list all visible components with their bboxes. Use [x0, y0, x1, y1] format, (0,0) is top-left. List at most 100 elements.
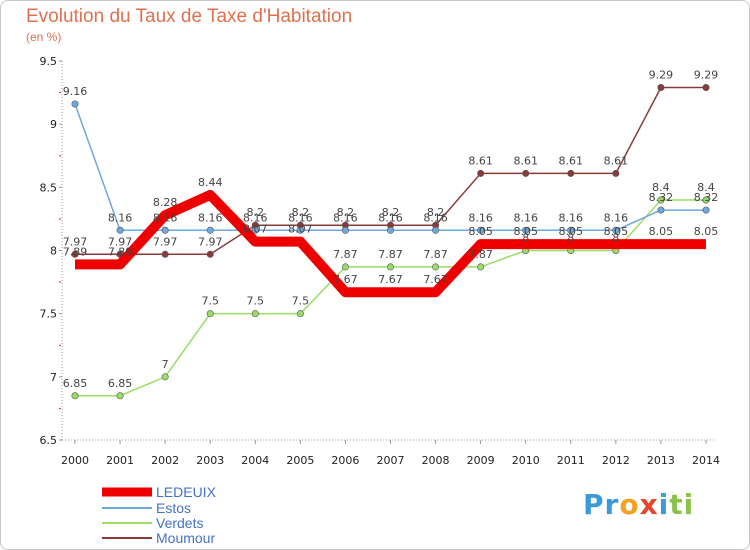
data-point	[567, 169, 575, 177]
logo-part-1: Pr	[583, 488, 620, 521]
data-point	[296, 226, 304, 234]
data-label: 8.28	[153, 196, 178, 209]
data-point	[206, 310, 214, 318]
data-point	[206, 250, 214, 258]
data-label: 8.16	[288, 211, 313, 224]
data-label: 8.16	[559, 211, 584, 224]
data-point	[161, 226, 169, 234]
data-label: 7.97	[153, 235, 178, 248]
data-point	[702, 196, 710, 204]
data-point	[432, 263, 440, 271]
data-point	[657, 206, 665, 214]
data-label: 8.2	[382, 206, 400, 219]
data-point	[206, 226, 214, 234]
data-label: 7.87	[468, 248, 493, 261]
x-tick-label: 2007	[377, 454, 405, 467]
data-point	[657, 84, 665, 92]
x-tick-label: 2009	[467, 454, 495, 467]
data-label: 7.67	[423, 273, 448, 286]
y-tick-label: 8	[50, 245, 57, 258]
data-point	[161, 373, 169, 381]
data-label: 8.2	[427, 206, 445, 219]
data-label: 8.4	[652, 181, 670, 194]
data-label: 8.05	[694, 225, 719, 238]
data-label: 8.32	[649, 191, 674, 204]
data-label: 8.61	[604, 154, 629, 167]
data-label: 8.05	[649, 225, 674, 238]
chart-subtitle: (en %)	[26, 30, 62, 44]
legend-label: Moumour	[156, 530, 215, 546]
data-point	[386, 263, 394, 271]
data-label: 7.87	[333, 248, 358, 261]
logo-part-3: x	[639, 488, 659, 521]
series-verdets	[71, 196, 710, 400]
data-point	[477, 169, 485, 177]
y-tick-label: 7.5	[40, 308, 58, 321]
chart-title: Evolution du Taux de Taxe d'Habitation	[26, 6, 353, 27]
data-label: 9.29	[694, 69, 719, 82]
series-estos	[71, 100, 710, 234]
data-point	[71, 250, 79, 258]
data-point	[477, 226, 485, 234]
y-tick-label: 8.5	[40, 181, 58, 194]
data-point	[612, 169, 620, 177]
data-label: 8.61	[559, 154, 584, 167]
data-label: 8.2	[292, 206, 310, 219]
data-label: 7.87	[378, 248, 403, 261]
data-label: 8.05	[513, 225, 538, 238]
x-tick-label: 2013	[647, 454, 675, 467]
data-label: 8.2	[337, 206, 355, 219]
data-label: 8.05	[468, 225, 493, 238]
x-tick-label: 2008	[422, 454, 450, 467]
series-ledeuix	[75, 189, 706, 298]
data-point	[71, 100, 79, 108]
data-label: 8.16	[108, 211, 133, 224]
data-label: 6.85	[63, 377, 88, 390]
data-label: 7.97	[108, 235, 133, 248]
data-point	[251, 310, 259, 318]
data-point	[432, 226, 440, 234]
legend-label: Verdets	[156, 515, 203, 531]
data-label: 7.97	[198, 235, 223, 248]
data-label: 8.61	[513, 154, 538, 167]
data-label: 7.5	[292, 295, 310, 308]
data-label: 7.67	[333, 273, 358, 286]
data-label: 9.29	[649, 69, 674, 82]
data-label: 8.2	[247, 206, 265, 219]
series-line-ledeuix	[75, 189, 706, 298]
data-point	[477, 263, 485, 271]
x-tick-label: 2010	[512, 454, 540, 467]
x-tick-label: 2011	[557, 454, 585, 467]
data-point	[116, 226, 124, 234]
data-label: 8.44	[198, 176, 223, 189]
data-point	[161, 250, 169, 258]
data-label: 8.05	[604, 225, 629, 238]
y-tick-label: 9	[50, 118, 57, 131]
data-label: 8	[612, 232, 619, 245]
logo-part-5: ti	[669, 488, 695, 521]
proxiti-logo: Proxiti	[583, 488, 694, 521]
data-point	[612, 226, 620, 234]
data-label: 8.16	[198, 211, 223, 224]
data-label: 6.85	[108, 377, 133, 390]
data-label: 8.16	[378, 211, 403, 224]
data-label: 7.97	[63, 235, 88, 248]
x-tick-label: 2001	[106, 454, 134, 467]
data-label: 8	[567, 232, 574, 245]
data-label: 8.07	[243, 223, 268, 236]
legend-label: LEDEUIX	[156, 484, 217, 500]
data-point	[567, 226, 575, 234]
legend-label: Estos	[156, 500, 191, 516]
data-label: 8.16	[604, 211, 629, 224]
data-label-layer: 7.89 7.898.288.448.07 8.077.67 7.67 7.678.05…	[63, 69, 719, 390]
data-point	[251, 226, 259, 234]
data-point	[522, 226, 530, 234]
y-tick-label: 9.5	[40, 55, 58, 68]
data-point	[116, 392, 124, 400]
data-label: 8.32	[694, 191, 719, 204]
data-label: 8.07	[288, 223, 313, 236]
data-label: 7.5	[247, 295, 265, 308]
data-point	[522, 169, 530, 177]
